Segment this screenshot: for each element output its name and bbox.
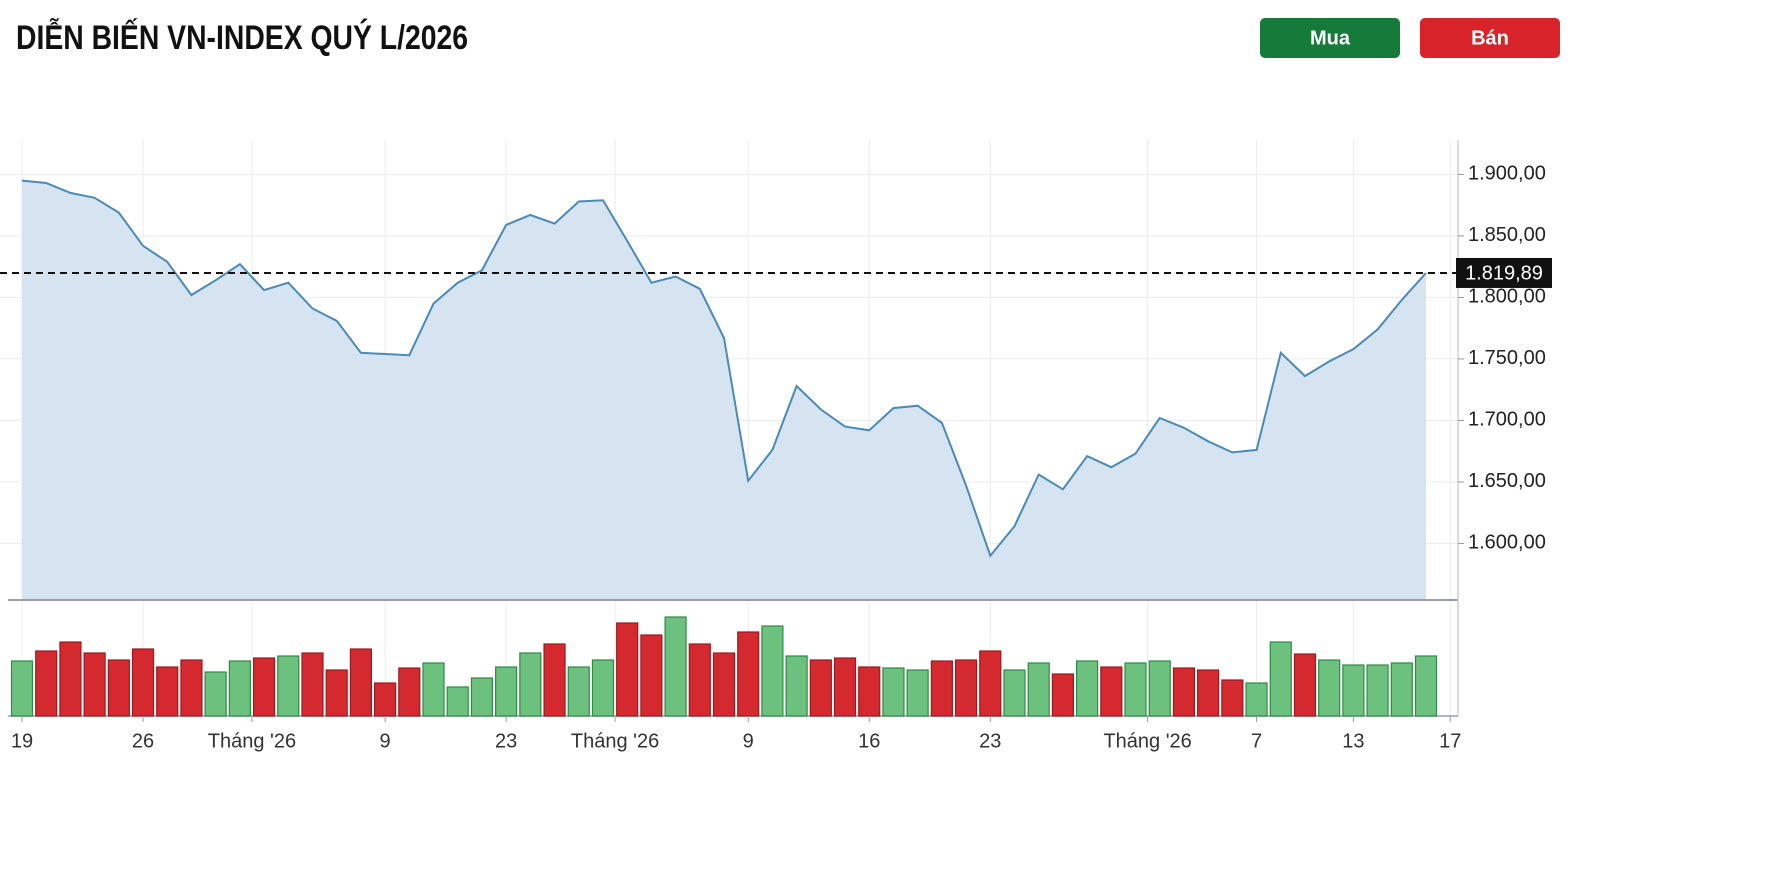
volume-bar <box>277 655 300 717</box>
volume-bar <box>107 659 130 717</box>
volume-bar <box>833 657 857 717</box>
volume-bar <box>930 660 953 717</box>
volume-bar <box>59 641 82 717</box>
volume-bar <box>1245 682 1268 717</box>
x-tick-label: 23 <box>495 730 517 752</box>
chart-title: DIỄN BIẾN VN-INDEX QUÝ L/2026 <box>16 19 468 57</box>
volume-bar <box>131 648 155 717</box>
volume-bar <box>1003 669 1026 717</box>
volume-bar <box>1197 669 1220 717</box>
volume-bar <box>470 677 494 717</box>
volume-bar <box>398 667 421 717</box>
volume-bar <box>1124 662 1147 717</box>
volume-bar <box>616 622 639 717</box>
x-tick-label: 26 <box>132 730 154 752</box>
volume-bar <box>591 659 615 717</box>
x-tick-label: 19 <box>11 730 33 752</box>
volume-bar <box>1293 653 1317 717</box>
volume-bar <box>374 682 397 717</box>
volume-bar <box>664 616 687 717</box>
volume-bar <box>495 666 518 717</box>
volume-bar <box>228 660 251 717</box>
volume-bar <box>1269 641 1292 717</box>
price-line <box>21 179 1427 558</box>
volume-bar <box>906 669 929 717</box>
button-label[interactable]: Bán <box>1471 27 1509 49</box>
volume-bar <box>325 669 348 717</box>
y-tick-label: 1.600,00 <box>1468 532 1546 554</box>
volume-bar <box>1027 662 1050 717</box>
volume-bar <box>519 652 542 717</box>
x-tick-label: 13 <box>1342 730 1364 752</box>
x-tick-label: 9 <box>743 730 754 752</box>
volume-bar <box>954 659 978 717</box>
y-tick-label: 1.850,00 <box>1468 224 1546 246</box>
volume-bar <box>252 657 276 717</box>
y-tick-label: 1.900,00 <box>1468 163 1546 185</box>
volume-bar <box>301 652 324 717</box>
volume-bar <box>567 666 590 717</box>
volume-bar <box>1318 659 1341 717</box>
reference-label-box <box>1456 257 1552 288</box>
volume-bar <box>1172 667 1196 717</box>
volume-bar <box>712 652 736 717</box>
volume-bar <box>640 634 663 717</box>
volume-bar <box>349 648 372 717</box>
x-tick-label: Tháng '26 <box>208 730 296 752</box>
volume-bar <box>1148 660 1171 717</box>
volume-bar <box>543 643 566 717</box>
volume-bar <box>809 659 832 717</box>
reference-label: 1.819,89 <box>1465 262 1543 284</box>
volume-bar <box>83 652 106 717</box>
volume-bar <box>446 686 469 717</box>
button[interactable] <box>1260 18 1400 58</box>
x-tick-label: 9 <box>380 730 391 752</box>
x-tick-label: 23 <box>979 730 1001 752</box>
volume-bar <box>35 650 58 717</box>
volume-bar <box>10 660 34 717</box>
volume-bar <box>882 667 905 717</box>
button-label[interactable]: Mua <box>1310 27 1351 49</box>
x-tick-label: 7 <box>1251 730 1262 752</box>
volume-bar <box>1342 664 1365 717</box>
volume-bar <box>422 662 445 717</box>
volume-bar <box>1390 662 1413 717</box>
volume-bar <box>156 666 179 717</box>
volume-bar <box>1221 679 1244 717</box>
volume-bar <box>1076 660 1099 717</box>
volume-bar <box>1051 673 1074 717</box>
x-tick-label: 17 <box>1439 730 1461 752</box>
area <box>22 180 1426 600</box>
y-tick-label: 1.800,00 <box>1468 286 1546 308</box>
volume-bar <box>1414 655 1438 717</box>
x-tick-label: 16 <box>858 730 880 752</box>
volume-bar <box>737 631 760 717</box>
volume-bar <box>785 655 808 717</box>
volume-bar <box>688 643 711 717</box>
volume-bar <box>979 650 1002 717</box>
volume-bar <box>204 671 227 717</box>
y-tick-label: 1.700,00 <box>1468 409 1546 431</box>
volume-bar <box>1100 666 1123 717</box>
y-tick-label: 1.750,00 <box>1468 347 1546 369</box>
volume-bar <box>180 659 203 717</box>
volume-bar <box>858 666 881 717</box>
button[interactable] <box>1420 18 1560 58</box>
volume-bar <box>761 625 784 717</box>
x-tick-label: Tháng '26 <box>571 730 659 752</box>
y-tick-label: 1.650,00 <box>1468 470 1546 492</box>
x-tick-label: Tháng '26 <box>1103 730 1191 752</box>
volume-bar <box>1366 664 1389 717</box>
